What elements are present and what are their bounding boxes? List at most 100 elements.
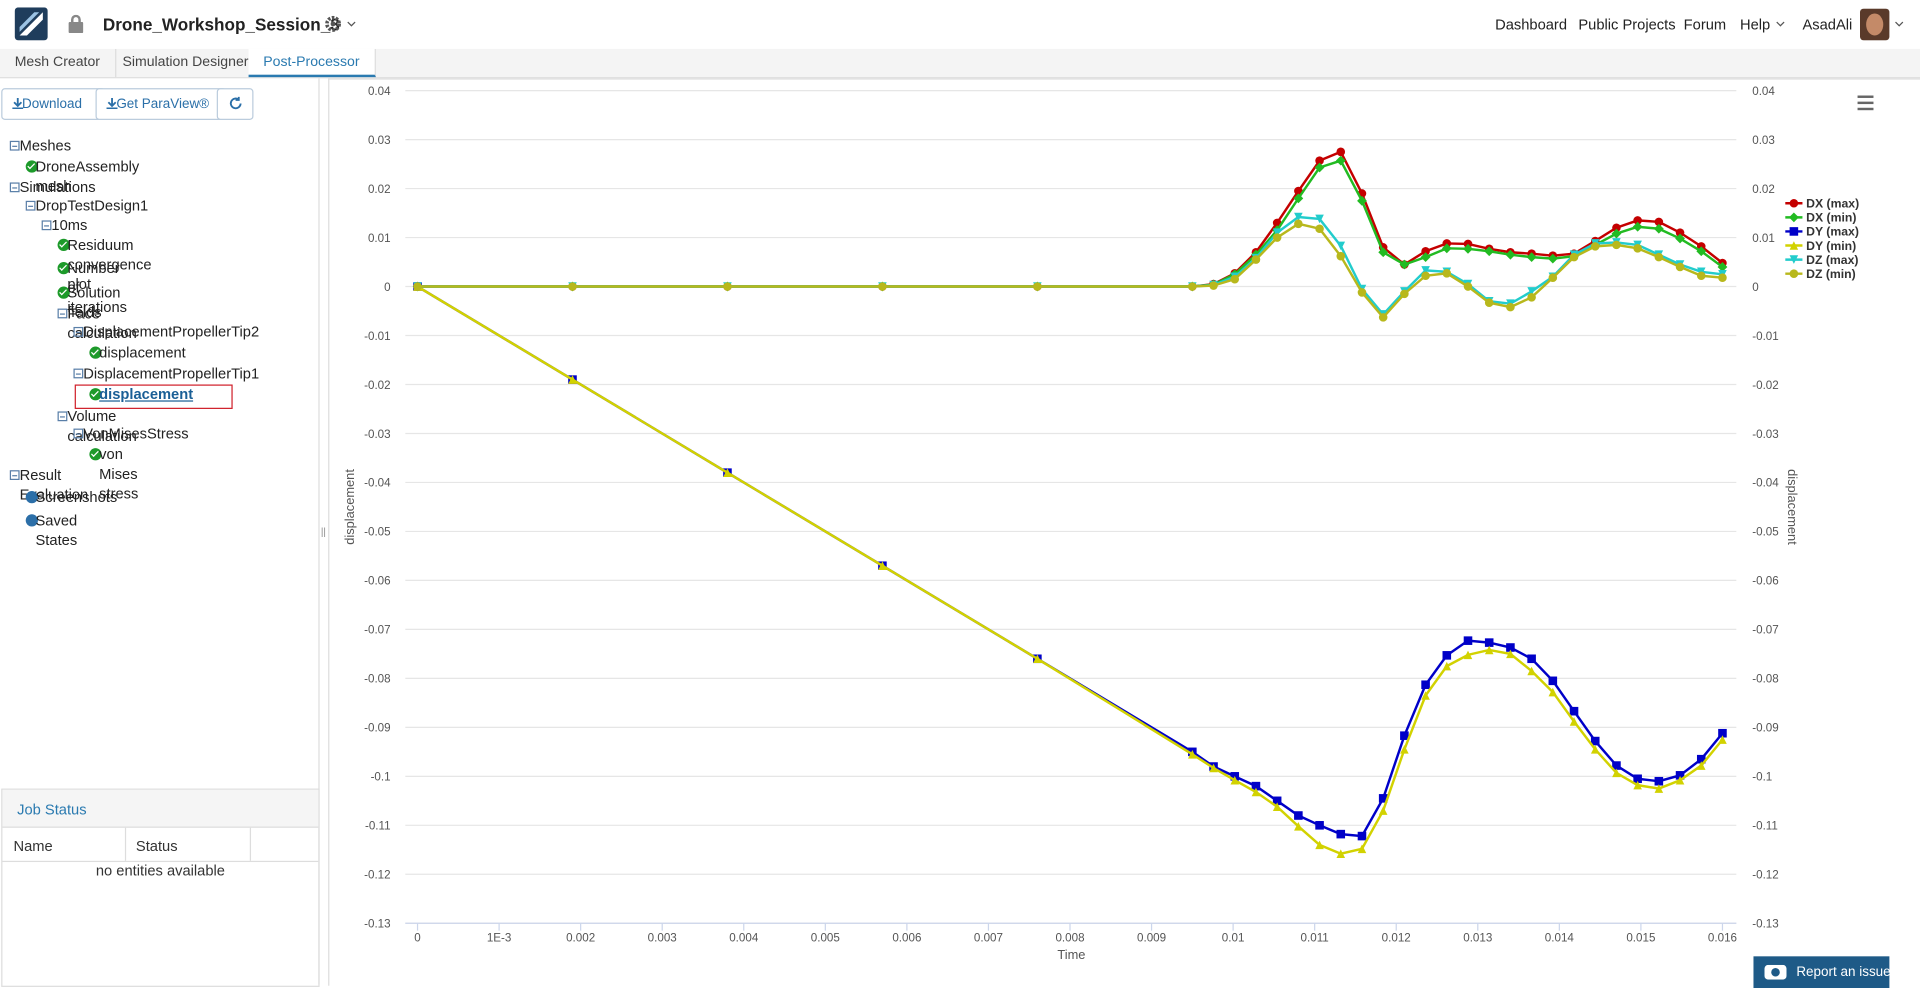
legend-item[interactable]: DY (max) [1785, 225, 1859, 239]
project-title: Drone_Workshop_Session_3 [102, 14, 340, 35]
data-point [1251, 781, 1261, 791]
nav-link[interactable]: Public Projects [1578, 15, 1676, 34]
user-name[interactable]: AsadAli [1802, 15, 1853, 34]
tab-active[interactable]: Post-Processor [248, 48, 376, 78]
tree-label[interactable]: Screenshots [35, 488, 118, 506]
data-point [1378, 313, 1388, 322]
settings-menu[interactable] [324, 15, 361, 33]
nav-link[interactable]: Help [1740, 15, 1771, 34]
data-point [1632, 221, 1643, 232]
report-issue-button[interactable]: Report an issue [1753, 956, 1891, 988]
legend-item[interactable]: DX (max) [1785, 197, 1859, 211]
data-point [1718, 273, 1727, 283]
tree-label[interactable]: Number of iterations [67, 259, 127, 316]
tree-label[interactable]: Solution fields [67, 284, 121, 321]
y-tick-label: -0.04 [364, 477, 391, 490]
legend-label: DY (max) [1806, 225, 1859, 239]
data-point [1421, 266, 1430, 275]
minus-icon[interactable] [73, 368, 84, 379]
y2-tick-label: -0.09 [1752, 722, 1779, 735]
x-tick-label: 0.012 [1382, 932, 1411, 945]
nav-link[interactable]: Dashboard [1495, 15, 1568, 34]
check-icon [89, 448, 102, 461]
x-tick-label: 0.005 [811, 932, 840, 945]
column-header: Status [135, 837, 178, 855]
data-point [1357, 831, 1367, 841]
tree-label[interactable]: DisplacementPropellerTip1 [83, 364, 260, 383]
data-point [1294, 219, 1303, 229]
tree-label[interactable]: Saved States [35, 511, 78, 549]
legend-marker [1788, 212, 1799, 223]
data-point [1612, 223, 1621, 233]
tree-label[interactable]: Simulations [19, 178, 96, 196]
tree-label[interactable]: DisplacementPropellerTip2 [83, 323, 260, 341]
series-line [417, 159, 1724, 288]
download-button[interactable]: Download [1, 88, 106, 121]
tree-label[interactable]: displacement [99, 385, 194, 403]
minus-icon[interactable] [9, 182, 20, 193]
data-point [1612, 768, 1621, 778]
tree-label[interactable]: Face calculation [67, 304, 137, 342]
y2-tick-label: -0.05 [1752, 526, 1779, 539]
logo[interactable] [14, 7, 48, 41]
data-point [1315, 156, 1324, 165]
minus-icon[interactable] [41, 220, 52, 231]
job-status-panel: Job Status Name Status no entities avail… [1, 788, 320, 987]
data-point [413, 282, 422, 291]
minus-icon[interactable] [9, 140, 20, 151]
avatar[interactable] [1859, 8, 1908, 41]
tree-label[interactable]: 10ms [51, 216, 88, 234]
x-tick-label: 0 [414, 932, 421, 945]
tree-label[interactable]: VonMisesStress [83, 424, 189, 443]
data-point [1506, 649, 1515, 659]
data-point [1251, 787, 1261, 797]
tree-label[interactable]: von Mises stress [99, 445, 139, 503]
download-icon [12, 97, 24, 109]
data-point [1569, 252, 1579, 262]
minus-icon[interactable] [9, 470, 20, 481]
data-point [1209, 763, 1218, 773]
series-line [416, 285, 1724, 838]
tree-label[interactable]: Residuum convergence plot [67, 236, 152, 293]
x-tick-label: 0.014 [1545, 932, 1575, 945]
tree-label[interactable]: Volume calculation [67, 407, 137, 445]
dot-icon [25, 491, 38, 504]
chart-menu-icon [1857, 95, 1874, 98]
data-point [1675, 771, 1685, 780]
splitter-handle[interactable]: || [320, 526, 326, 538]
data-point [1400, 731, 1409, 740]
data-point [1272, 233, 1282, 242]
minus-icon[interactable] [25, 200, 36, 211]
y-tick-label: 0.03 [368, 134, 391, 147]
data-point [1463, 282, 1473, 291]
nav-link[interactable]: Forum [1683, 15, 1727, 34]
tree-label[interactable]: DroneAssembly mesh [35, 157, 140, 195]
minus-icon[interactable] [73, 428, 84, 439]
check-icon [25, 160, 38, 173]
check-icon [57, 262, 70, 275]
tree-label[interactable]: DropTestDesign1 [35, 197, 149, 215]
minus-icon[interactable] [57, 411, 68, 422]
column-divider [124, 827, 252, 861]
legend-marker [1789, 227, 1799, 236]
data-point [568, 375, 577, 384]
minus-icon[interactable] [57, 308, 68, 319]
series-line [417, 150, 1724, 288]
y2-tick-label: -0.07 [1752, 624, 1779, 637]
tree-label[interactable]: displacement [99, 344, 186, 362]
legend-item[interactable]: DX (min) [1785, 211, 1856, 225]
refresh-button[interactable] [216, 88, 254, 121]
tree-label[interactable]: Meshes [19, 137, 72, 155]
legend-item[interactable]: DZ (min) [1785, 267, 1856, 281]
minus-icon[interactable] [73, 326, 84, 337]
data-point [1272, 228, 1282, 237]
data-point [1272, 802, 1282, 811]
legend-item[interactable]: DY (min) [1785, 239, 1856, 253]
y-tick-label: -0.05 [364, 526, 391, 539]
data-point [723, 468, 732, 477]
paraview-button[interactable]: Get ParaView® [95, 88, 227, 121]
tab[interactable]: Mesh Creator [0, 48, 116, 78]
data-point [1505, 249, 1516, 260]
legend-item[interactable]: DZ (max) [1785, 253, 1858, 267]
data-point [1272, 796, 1282, 806]
